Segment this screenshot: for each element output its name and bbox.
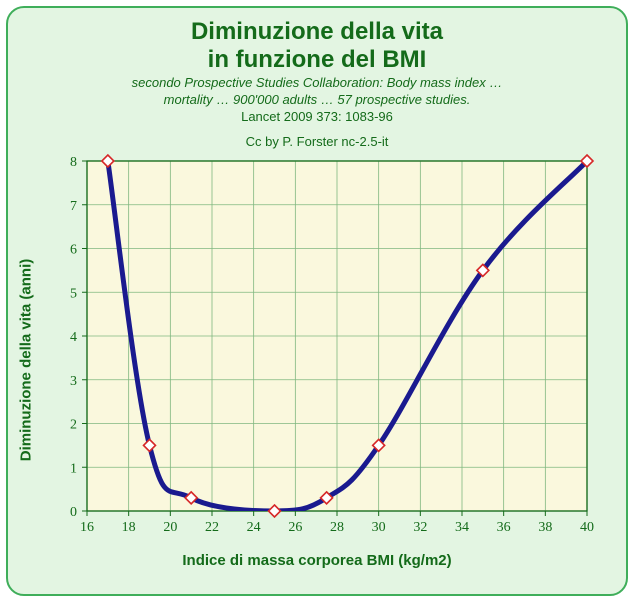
svg-text:38: 38 [538, 520, 552, 535]
y-axis-label: Diminuzione della vita (anni) [18, 259, 35, 462]
subtitle-line-1: secondo Prospective Studies Collaboratio… [132, 75, 503, 90]
svg-text:22: 22 [205, 520, 219, 535]
chart-source: Lancet 2009 373: 1083-96 [241, 109, 393, 124]
svg-text:34: 34 [455, 520, 469, 535]
cc-line: Cc by P. Forster nc-2.5-it [246, 134, 389, 149]
x-axis-label: Indice di massa corporea BMI (kg/m2) [32, 552, 602, 569]
chart-frame: Diminuzione della vita in funzione del B… [6, 6, 628, 596]
chart-area: Diminuzione della vita (anni) 1618202224… [32, 151, 602, 569]
svg-text:1: 1 [70, 461, 77, 476]
outer: Diminuzione della vita in funzione del B… [0, 0, 634, 602]
svg-text:0: 0 [70, 505, 77, 520]
chart-subtitle: secondo Prospective Studies Collaboratio… [132, 75, 503, 109]
svg-text:6: 6 [70, 242, 77, 257]
svg-text:4: 4 [70, 330, 77, 345]
svg-text:36: 36 [497, 520, 511, 535]
svg-text:16: 16 [80, 520, 94, 535]
svg-text:28: 28 [330, 520, 344, 535]
svg-text:8: 8 [70, 155, 77, 170]
subtitle-line-2: mortality … 900'000 adults … 57 prospect… [164, 92, 471, 107]
svg-text:20: 20 [163, 520, 177, 535]
svg-text:24: 24 [247, 520, 261, 535]
title-line-2: in funzione del BMI [208, 46, 427, 73]
line-chart: 16182022242628303234363840012345678 [32, 151, 602, 541]
chart-title: Diminuzione della vita in funzione del B… [191, 18, 443, 73]
svg-text:40: 40 [580, 520, 594, 535]
svg-text:18: 18 [122, 520, 136, 535]
svg-text:32: 32 [413, 520, 427, 535]
svg-text:3: 3 [70, 374, 77, 389]
title-line-1: Diminuzione della vita [191, 18, 443, 45]
svg-text:2: 2 [70, 417, 77, 432]
svg-text:5: 5 [70, 286, 77, 301]
svg-text:26: 26 [288, 520, 302, 535]
svg-text:7: 7 [70, 199, 77, 214]
svg-text:30: 30 [372, 520, 386, 535]
